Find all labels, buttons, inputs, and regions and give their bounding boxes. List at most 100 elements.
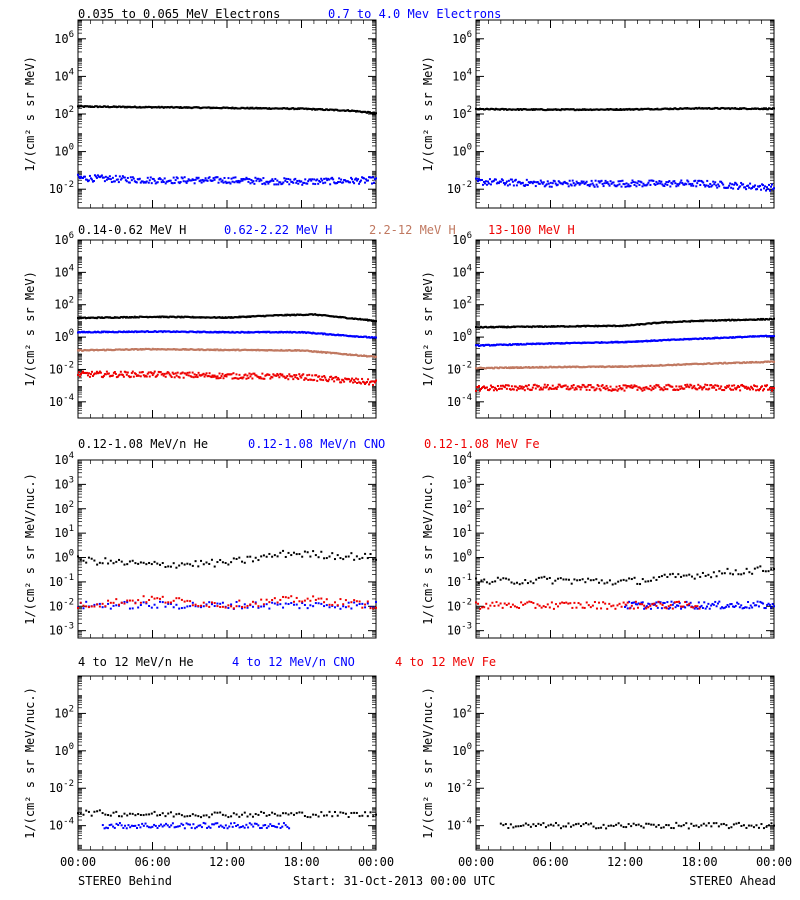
data-point	[274, 177, 277, 180]
data-point	[297, 378, 300, 381]
data-point	[618, 384, 621, 387]
data-point	[577, 182, 580, 185]
data-point	[323, 605, 326, 608]
data-point	[649, 384, 652, 387]
data-point	[295, 603, 298, 606]
data-point	[627, 183, 630, 186]
data-point	[642, 182, 645, 185]
data-point	[251, 181, 254, 184]
data-point	[666, 183, 669, 186]
data-point	[156, 606, 159, 609]
data-point	[167, 565, 170, 568]
data-point	[260, 179, 263, 182]
data-point	[196, 376, 199, 379]
data-point	[616, 389, 619, 392]
data-point	[731, 384, 734, 387]
data-point	[592, 386, 595, 389]
data-point	[159, 600, 162, 603]
data-point	[107, 599, 110, 602]
data-point	[352, 381, 355, 384]
data-point	[372, 558, 375, 561]
data-point	[220, 375, 223, 378]
data-point	[723, 389, 726, 392]
data-point	[90, 557, 93, 560]
data-point	[703, 386, 706, 389]
data-point	[525, 385, 528, 388]
data-point	[658, 180, 661, 183]
data-point	[333, 606, 336, 609]
data-point	[551, 384, 554, 387]
data-point	[307, 180, 310, 183]
data-point	[705, 388, 708, 391]
data-point	[754, 385, 757, 388]
data-point	[96, 603, 99, 606]
data-point	[356, 179, 359, 182]
data-point	[262, 177, 265, 180]
data-point	[325, 177, 328, 180]
data-point	[131, 559, 134, 562]
data-point	[112, 562, 115, 565]
data-point	[680, 385, 683, 388]
data-point	[661, 183, 664, 186]
data-point	[338, 378, 341, 381]
data-point	[306, 607, 309, 610]
data-point	[270, 179, 273, 182]
data-point	[595, 183, 598, 186]
data-point	[505, 387, 508, 390]
data-point	[149, 176, 152, 179]
y-axis-label: 1/(cm² s sr MeV)	[421, 56, 435, 172]
data-point	[96, 563, 99, 566]
data-point	[287, 551, 290, 554]
data-point	[200, 559, 203, 562]
data-point	[538, 388, 541, 391]
data-point	[167, 602, 170, 605]
data-point	[132, 375, 135, 378]
data-point	[317, 602, 320, 605]
data-point	[128, 607, 131, 610]
data-point	[625, 182, 628, 185]
data-point	[214, 375, 217, 378]
data-point	[119, 370, 122, 373]
data-point	[85, 371, 88, 374]
data-point	[543, 383, 546, 386]
data-point	[279, 603, 282, 606]
data-point	[712, 385, 715, 388]
data-point	[95, 176, 98, 179]
y-tick-label: 10-2	[447, 360, 472, 376]
data-point	[602, 185, 605, 188]
data-point	[475, 389, 477, 392]
data-point	[320, 602, 323, 605]
data-point	[573, 388, 576, 391]
data-point	[299, 375, 302, 378]
data-point	[268, 607, 271, 610]
data-point	[169, 179, 172, 182]
data-point	[555, 388, 558, 391]
data-point	[310, 378, 313, 381]
data-point	[763, 187, 766, 190]
data-point	[276, 555, 279, 558]
data-point	[683, 387, 686, 390]
data-point	[88, 174, 91, 177]
data-point	[104, 373, 107, 376]
data-point	[262, 554, 265, 557]
data-point	[94, 175, 97, 178]
data-point	[487, 182, 490, 185]
data-point	[153, 370, 156, 373]
data-point	[735, 388, 738, 391]
data-point	[271, 601, 274, 604]
data-point	[494, 387, 497, 390]
plot-frame	[475, 19, 775, 209]
data-point	[93, 603, 96, 606]
data-point	[295, 553, 298, 556]
data-point	[769, 189, 772, 192]
data-point	[142, 374, 145, 377]
data-point	[717, 385, 720, 388]
data-point	[633, 183, 636, 186]
data-point	[363, 381, 366, 384]
y-tick-label: 100	[452, 328, 472, 344]
data-point	[78, 375, 81, 378]
data-point	[696, 182, 699, 185]
data-point	[250, 373, 253, 376]
data-point	[249, 555, 252, 558]
data-point	[693, 384, 696, 387]
